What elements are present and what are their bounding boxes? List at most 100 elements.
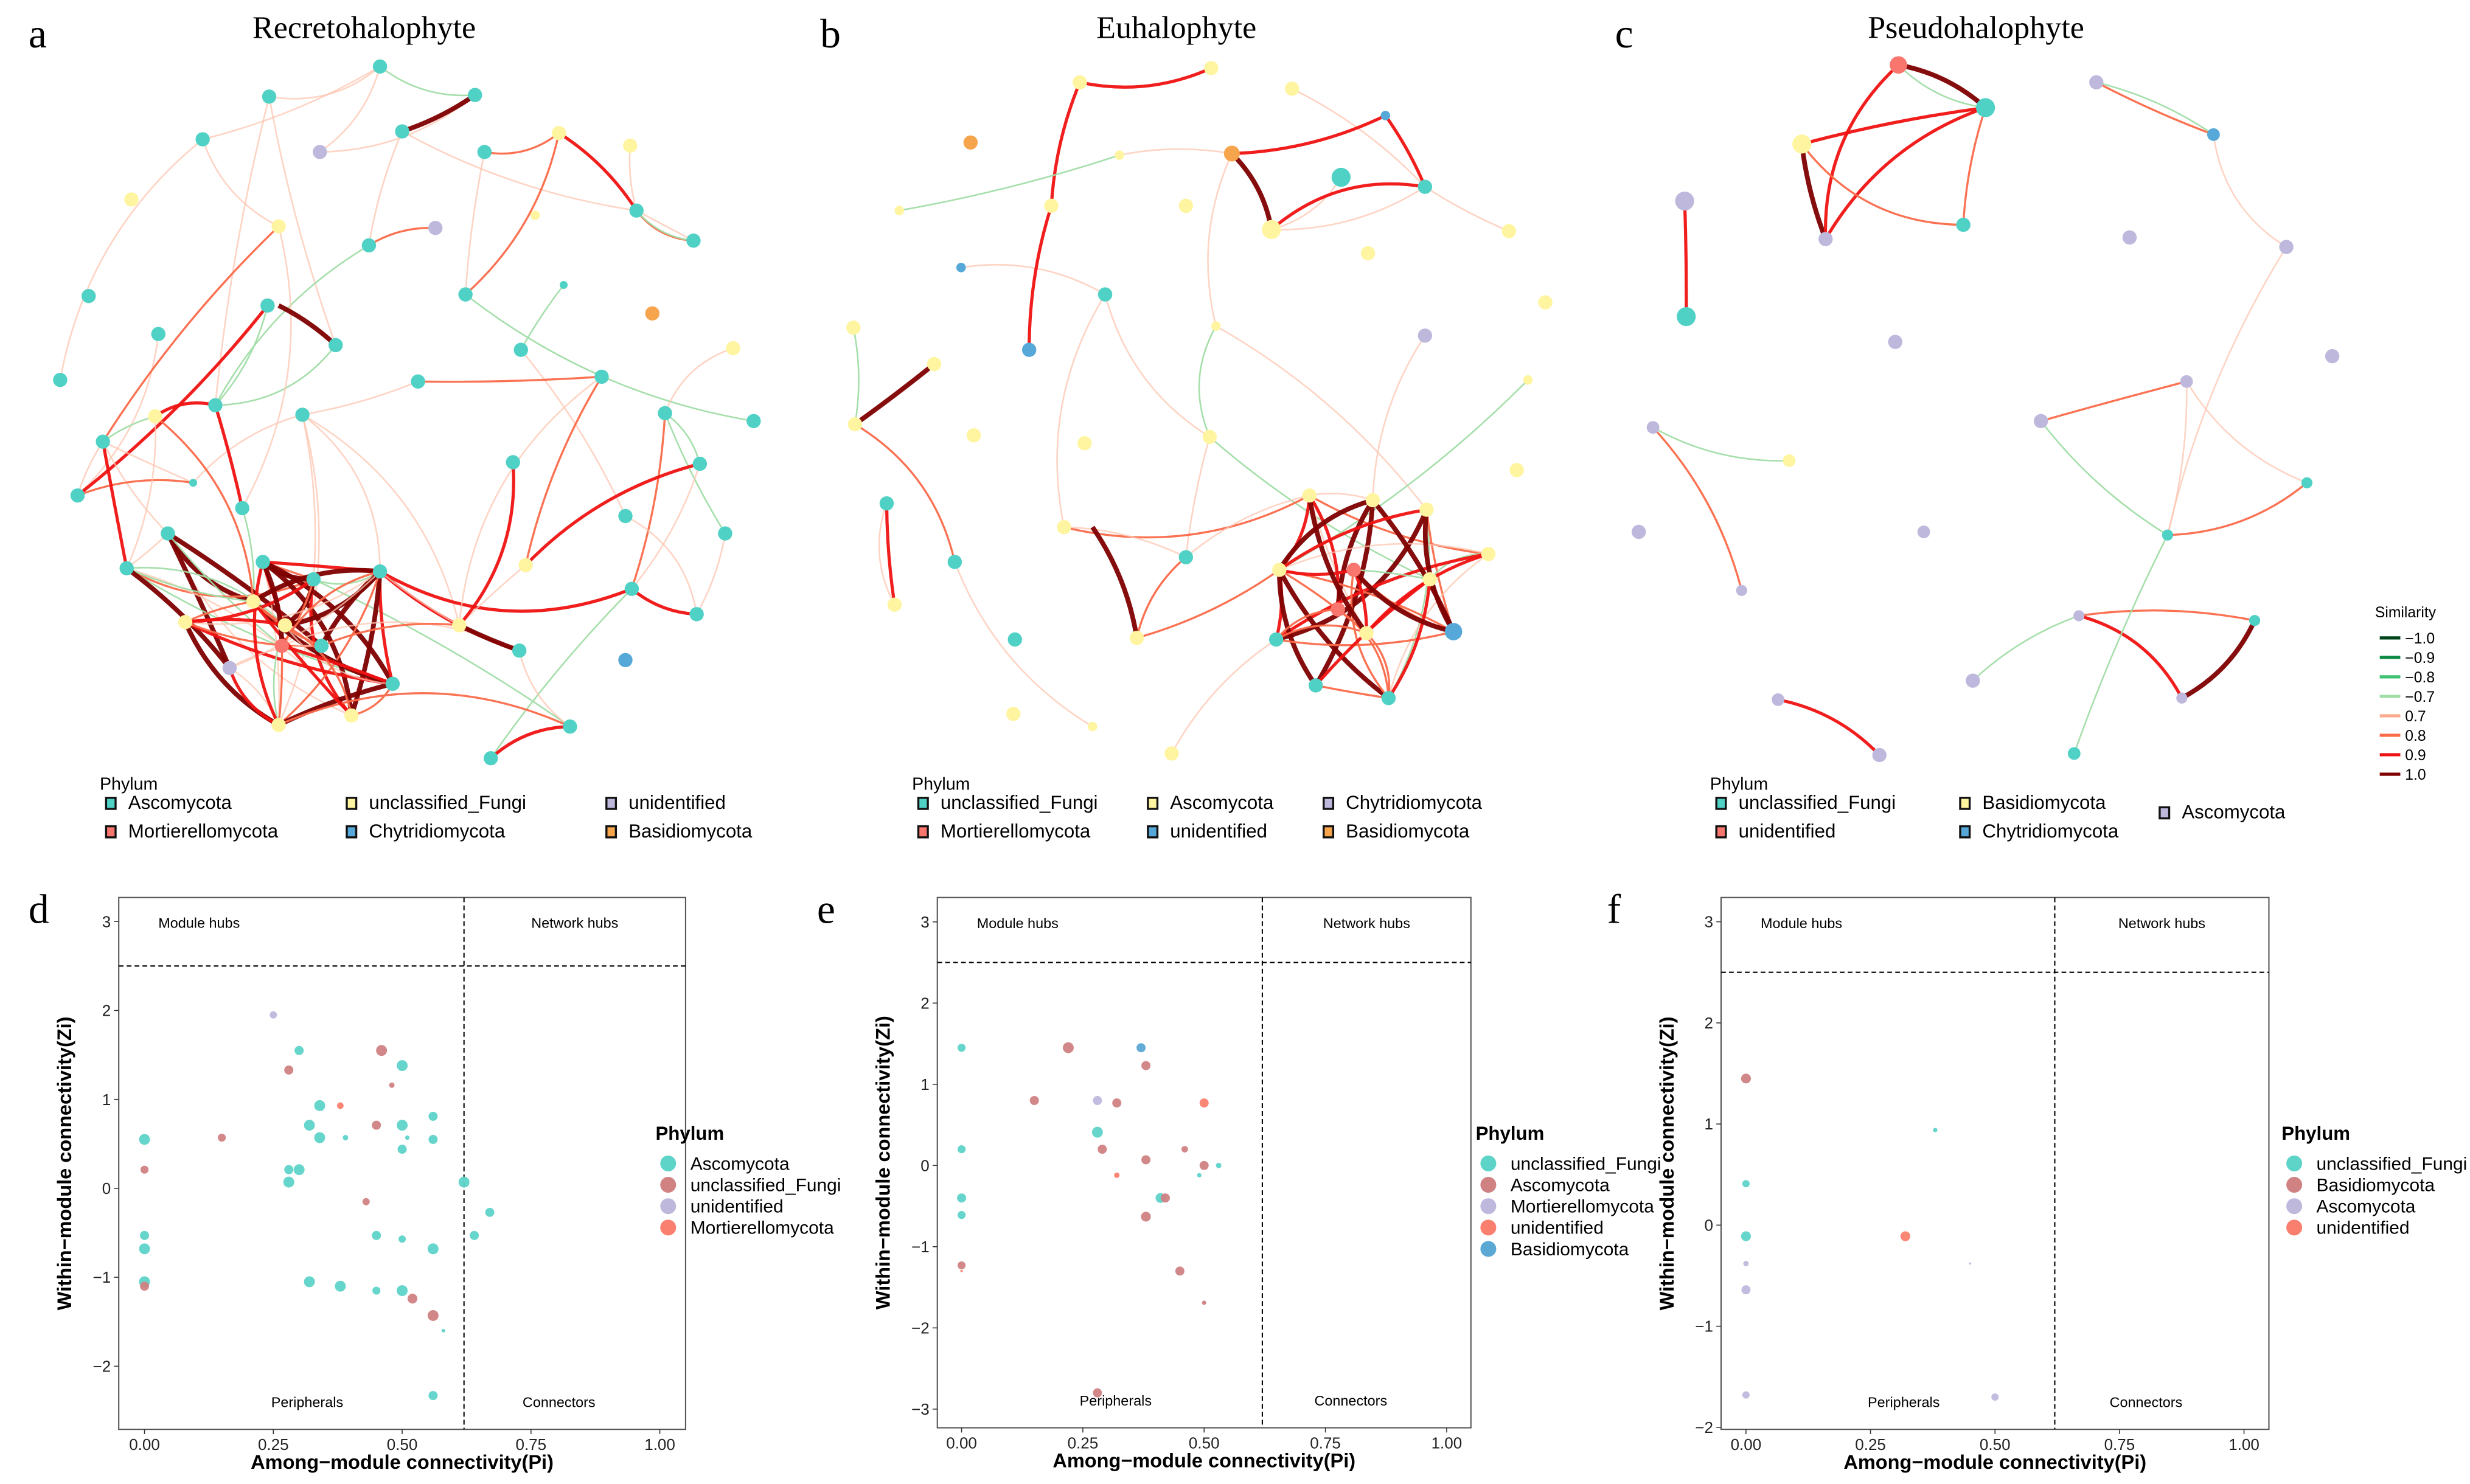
network-node <box>452 618 467 633</box>
edge <box>154 415 255 602</box>
network-node <box>618 653 633 668</box>
network-node <box>623 138 638 153</box>
network-node <box>1007 632 1022 647</box>
legend-label: unclassified_Fungi <box>941 792 1098 813</box>
edge <box>2096 81 2214 136</box>
edge <box>277 571 381 726</box>
network-node <box>458 287 473 302</box>
legend-label: Basidiomycota <box>1346 820 1470 842</box>
legend-key <box>2286 1198 2303 1215</box>
legend-label: unclassified_Fungi <box>1739 792 1896 813</box>
nodes <box>1631 56 2340 763</box>
network-node <box>1262 220 1281 240</box>
edge <box>261 560 354 716</box>
edge <box>899 154 1120 212</box>
legend-swatch <box>917 797 929 810</box>
edge <box>302 414 461 626</box>
x-tick-label: 0.50 <box>387 1435 418 1454</box>
quadrant-label-peripherals: Peripherals <box>1868 1395 1939 1410</box>
legend-swatch <box>1147 797 1159 810</box>
legend-key <box>2286 1155 2303 1171</box>
network-node <box>530 210 540 220</box>
quadrant-label-network-hubs: Network hubs <box>531 915 618 931</box>
legend-label: unidentified <box>1739 820 1836 842</box>
edge <box>1823 63 1900 240</box>
legend-label: Ascomycota <box>1511 1175 1610 1195</box>
edge <box>1198 325 1217 437</box>
x-tick-label: 0.25 <box>258 1435 289 1454</box>
network-node <box>1359 626 1374 640</box>
network-node <box>1888 335 1902 349</box>
similarity-legend: Similarity −1.0 −0.9 −0.8 −0.7 0.7 0.8 0.9 1.0 <box>2375 605 2437 783</box>
similarity-label: −1.0 <box>2405 631 2435 647</box>
data-point-ascomycota <box>335 1280 346 1292</box>
data-point-unidentified <box>270 1011 277 1019</box>
network-node <box>1164 746 1179 761</box>
data-point-basidiomycota <box>1136 1043 1146 1053</box>
edge <box>854 362 936 426</box>
y-tick-label: 2 <box>920 994 929 1012</box>
edge <box>636 210 694 241</box>
network-node <box>947 555 962 569</box>
edge <box>1387 579 1432 699</box>
edge <box>520 284 565 350</box>
edge <box>1315 684 1389 699</box>
y-axis-label: Within−module connectivity(Zi) <box>872 1016 894 1309</box>
edge <box>1278 508 1427 572</box>
network-node <box>1736 584 1747 596</box>
network-node <box>689 607 704 622</box>
data-point-ascomycota <box>957 1261 966 1270</box>
data-point-ascomycota <box>470 1230 479 1240</box>
edge <box>1799 144 1828 240</box>
edge <box>277 303 338 347</box>
edge <box>1271 176 1342 231</box>
legend-key <box>1480 1219 1497 1236</box>
x-tick-label: 0.25 <box>1068 1434 1099 1452</box>
data-point-unclassified_fungi <box>376 1045 388 1056</box>
edge <box>1337 608 1390 698</box>
network-node <box>161 526 175 541</box>
edge <box>1384 114 1427 188</box>
network-node <box>1646 421 1660 434</box>
network-node <box>2073 610 2085 622</box>
edge <box>368 226 436 246</box>
data-point-ascomycota <box>441 1328 445 1333</box>
legend-swatch <box>1959 797 1971 810</box>
edge <box>1683 201 1688 317</box>
edge <box>184 600 254 623</box>
network-node <box>1178 550 1194 564</box>
edge <box>1309 493 1373 501</box>
legend-swatch <box>1323 825 1335 839</box>
x-tick-label: 0.75 <box>515 1435 546 1454</box>
edge <box>1135 556 1187 639</box>
quadrant-label-connectors: Connectors <box>523 1395 596 1410</box>
edge <box>1898 64 1986 109</box>
legend-label: Mortierellomycota <box>128 820 279 842</box>
edge <box>192 414 303 484</box>
network-node <box>96 434 110 449</box>
legend-swatch <box>1323 797 1335 810</box>
data-point-unclassified_fungi <box>140 1165 149 1174</box>
edge <box>214 404 244 509</box>
network-node <box>846 321 861 335</box>
network-node <box>513 342 528 357</box>
data-point-ascomycota <box>1741 1285 1751 1295</box>
legend-label: unidentified <box>2317 1218 2410 1238</box>
data-point-ascomycota <box>458 1176 470 1188</box>
edge <box>1276 630 1454 647</box>
edge <box>1207 153 1233 327</box>
legend-swatch <box>605 825 618 839</box>
network-node <box>1783 454 1796 467</box>
legend-label: Basidiomycota <box>1982 792 2106 813</box>
network-node <box>2180 375 2193 388</box>
edge <box>126 567 254 603</box>
legend-swatch <box>1715 797 1727 810</box>
network-node <box>124 192 139 207</box>
edge <box>1279 568 1354 577</box>
legend-title: Phylum <box>1476 1123 1545 1144</box>
edge <box>490 588 633 759</box>
network-node <box>256 555 270 569</box>
edge <box>165 532 232 669</box>
y-tick-label: −1 <box>93 1268 111 1286</box>
data-point-ascomycota <box>1202 1300 1206 1305</box>
